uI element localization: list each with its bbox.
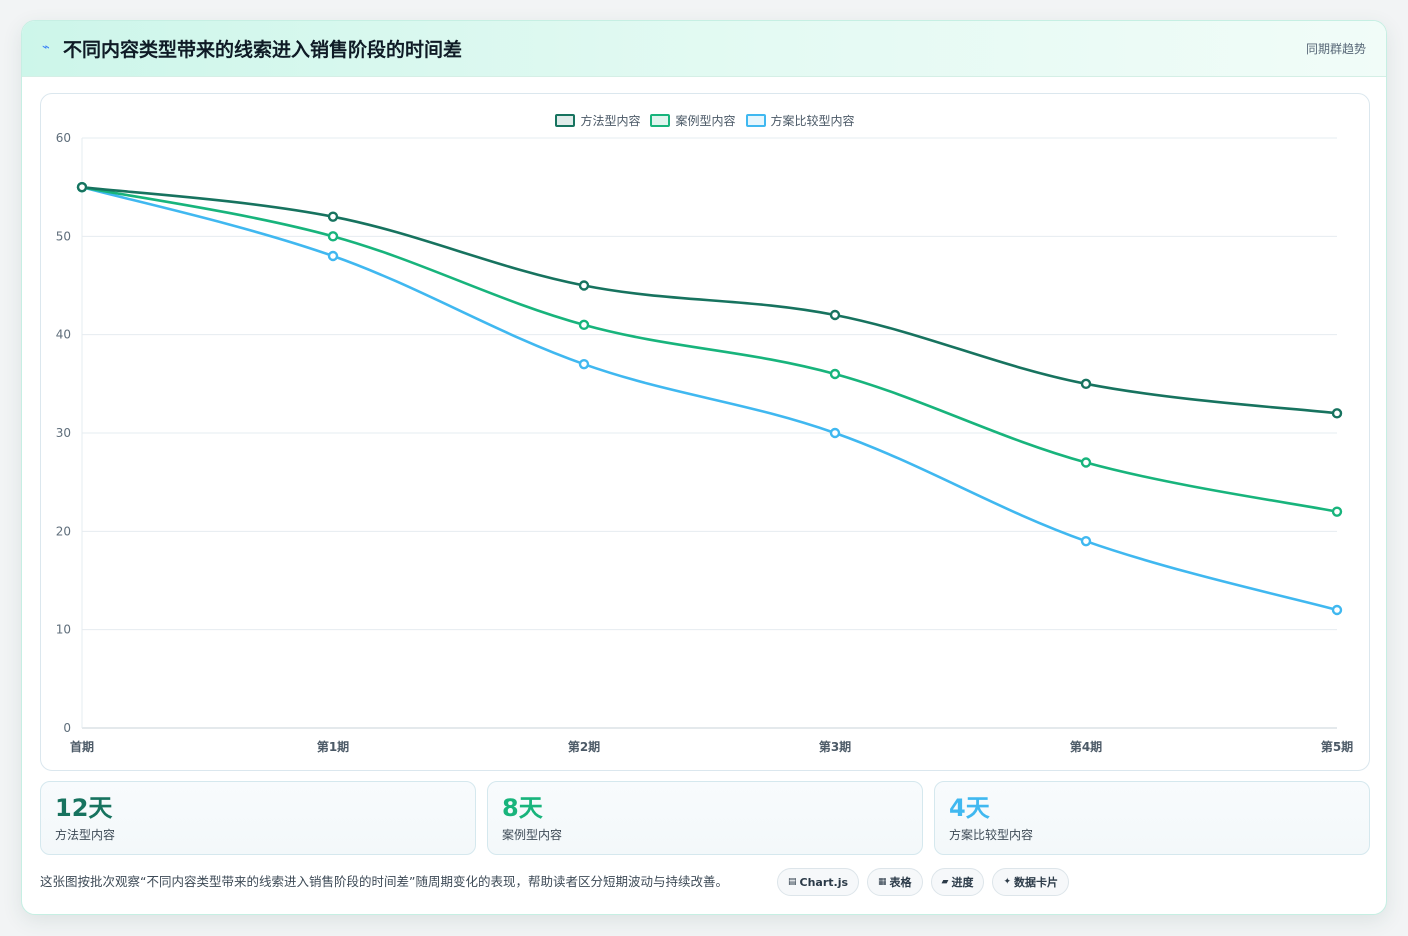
tech-chip[interactable]: ✦ 数据卡片 xyxy=(992,868,1070,896)
chart-card: ⌁ 不同内容类型带来的线索进入销售阶段的时间差 同期群趋势 方法型内容 案例型内容… xyxy=(21,20,1387,915)
series-line xyxy=(81,185,1338,612)
tech-chips: ▤ Chart.js ▦ 表格 ▰ 进度 ✦ 数据卡片 xyxy=(777,868,1070,896)
legend-swatch xyxy=(745,114,766,127)
data-point xyxy=(829,368,841,380)
tech-chip[interactable]: ▦ 表格 xyxy=(867,868,923,896)
legend-swatch xyxy=(555,114,576,127)
data-point xyxy=(76,181,88,193)
data-point xyxy=(327,250,339,262)
data-point xyxy=(829,427,841,439)
legend-label: 方法型内容 xyxy=(580,114,641,128)
data-point xyxy=(829,309,841,321)
legend-label: 方案比较型内容 xyxy=(770,114,855,128)
legend-item[interactable]: 案例型内容 xyxy=(650,112,736,129)
tech-chip[interactable]: ▤ Chart.js xyxy=(777,868,860,896)
chip-icon: ✦ xyxy=(1003,877,1012,887)
stat-card: 4天方案比较型内容 xyxy=(934,781,1370,855)
data-point xyxy=(327,211,339,222)
stat-value: 4天 xyxy=(949,794,990,822)
data-point xyxy=(1080,535,1092,547)
x-tick-label: 第3期 xyxy=(819,739,851,754)
x-tick-label: 第5期 xyxy=(1321,739,1353,754)
legend-swatch xyxy=(650,114,671,127)
stat-label: 方法型内容 xyxy=(55,828,116,842)
x-tick-label: 第2期 xyxy=(568,739,600,754)
lightning-icon: ⌁ xyxy=(42,40,50,55)
y-tick-label: 20 xyxy=(56,524,71,538)
stat-label: 案例型内容 xyxy=(502,828,563,842)
data-point xyxy=(578,358,590,370)
card-header: ⌁ 不同内容类型带来的线索进入销售阶段的时间差 同期群趋势 xyxy=(22,21,1386,77)
legend-item[interactable]: 方法型内容 xyxy=(555,112,640,129)
chip-icon: ▤ xyxy=(788,877,797,887)
y-tick-label: 0 xyxy=(63,721,71,735)
data-point xyxy=(1331,604,1343,616)
chip-label: Chart.js xyxy=(799,875,849,889)
line-chart: 0 10 20 30 40 50 60 首期 第1期 第2期 第3期 第4期 第5期 xyxy=(56,131,1353,754)
data-point xyxy=(327,231,339,242)
y-tick-label: 10 xyxy=(56,623,71,637)
x-tick-label: 第1期 xyxy=(317,739,349,754)
chip-label: 进度 xyxy=(951,876,974,889)
x-tick-label: 首期 xyxy=(70,739,94,754)
data-point xyxy=(578,280,590,291)
footer-description: 这张图按批次观察“不同内容类型带来的线索进入销售阶段的时间差”随周期变化的表现，… xyxy=(40,874,728,889)
chip-icon: ▰ xyxy=(941,877,949,887)
chip-label: 表格 xyxy=(889,876,912,889)
stat-card: 8天案例型内容 xyxy=(487,781,923,855)
y-tick-label: 50 xyxy=(56,229,71,243)
header-tag: 同期群趋势 xyxy=(1305,42,1366,56)
data-point xyxy=(578,319,590,331)
stat-cards: 12天 方法型内容 8天 案例型内容 4天 方案比较型内容 xyxy=(40,781,1370,855)
card-title: 不同内容类型带来的线索进入销售阶段的时间差 xyxy=(63,39,463,61)
legend-label: 案例型内容 xyxy=(675,114,736,128)
chart-panel: 方法型内容 案例型内容 方案比较型内容 0 10 20 30 40 50 60 首期 第1期 第2期 第… xyxy=(40,93,1370,771)
data-point xyxy=(1080,457,1092,468)
stat-value: 12天 xyxy=(55,794,113,822)
tech-chip[interactable]: ▰ 进度 xyxy=(930,868,985,896)
chip-icon: ▦ xyxy=(878,877,887,887)
y-tick-label: 30 xyxy=(56,426,71,440)
stat-card: 12天方法型内容 xyxy=(40,781,476,855)
chart-legend: 方法型内容 案例型内容 方案比较型内容 xyxy=(41,112,1369,129)
chip-label: 数据卡片 xyxy=(1014,876,1059,889)
data-point xyxy=(1331,408,1343,419)
series-line xyxy=(81,185,1338,513)
legend-item[interactable]: 方案比较型内容 xyxy=(745,112,855,129)
data-point xyxy=(1331,506,1343,517)
stat-value: 8天 xyxy=(502,794,543,822)
x-tick-label: 第4期 xyxy=(1070,739,1102,754)
data-point xyxy=(1080,378,1092,390)
stat-label: 方案比较型内容 xyxy=(949,828,1034,842)
series-line xyxy=(81,185,1338,415)
y-tick-label: 60 xyxy=(56,131,71,145)
y-tick-label: 40 xyxy=(56,328,71,342)
